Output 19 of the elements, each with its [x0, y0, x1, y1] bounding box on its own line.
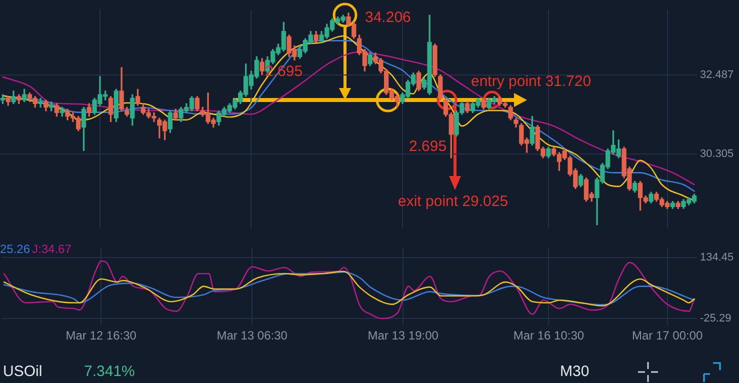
x-tick-label: Mar 17 00:00 [632, 328, 704, 343]
x-tick-label: Mar 13 06:30 [216, 328, 288, 343]
x-tick-label: Mar 13 19:00 [368, 328, 439, 343]
annotation: entry point 31.720 [471, 73, 592, 91]
x-tick-label: Mar 16 10:30 [513, 328, 584, 343]
text: J:34.67 [32, 242, 72, 256]
y-tick-label: 30.305 [700, 148, 734, 160]
annotation: exit point 29.025 [398, 193, 508, 211]
y-tick-label: 134.45 [700, 251, 734, 264]
text: USOil [3, 363, 42, 380]
text: 25.26 [0, 242, 30, 256]
annotation: 2.695 [409, 138, 447, 156]
text: 7.341% [84, 363, 135, 380]
y-tick-label: -25.29 [700, 312, 732, 325]
y-tick-label: 32.487 [700, 69, 734, 82]
text: M30 [560, 363, 590, 380]
x-tick-label: Mar 12 16:30 [66, 328, 137, 343]
annotation: 34.206 [365, 9, 411, 27]
line-series [3, 260, 695, 320]
